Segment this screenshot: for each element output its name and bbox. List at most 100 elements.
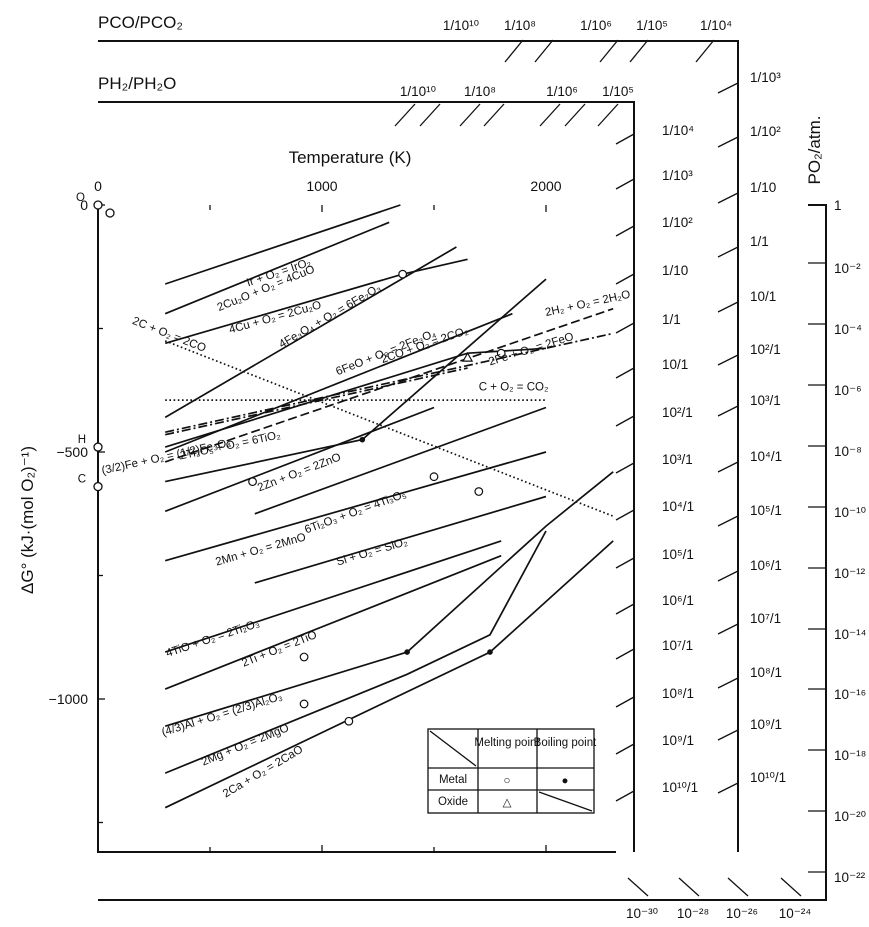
po2-bottom-tick-label: 10⁻³⁰ bbox=[626, 906, 659, 921]
h2-right-tick-label: 10⁹/1 bbox=[662, 733, 694, 748]
series-line-19 bbox=[164, 530, 547, 774]
series-line-0 bbox=[164, 204, 401, 285]
series-line-18 bbox=[164, 471, 614, 728]
series-label-8: C + O₂ = CO₂ bbox=[479, 381, 549, 393]
y-marker-o-dot bbox=[93, 200, 103, 210]
series-line-12 bbox=[164, 406, 435, 513]
marker-metal-boiling bbox=[404, 649, 410, 655]
marker-metal-melting bbox=[299, 652, 309, 662]
po2-right-tick-label: 10⁻¹⁸ bbox=[834, 748, 866, 763]
series-line-15 bbox=[254, 495, 547, 584]
series-layer bbox=[164, 204, 614, 809]
h2-right-tick-label: 10²/1 bbox=[662, 405, 693, 420]
h2-scale-frame bbox=[98, 101, 635, 852]
co-scale-label: PCO/PCO₂ bbox=[98, 13, 183, 32]
h2-right-tick-label: 10⁷/1 bbox=[662, 638, 693, 653]
h2-right-tick-label: 1/10³ bbox=[662, 168, 693, 183]
h2-top-tick-label: 1/10¹⁰ bbox=[400, 84, 437, 99]
po2-right-tick-label: 10⁻²² bbox=[834, 870, 866, 885]
legend-oxide-melting: △ bbox=[503, 797, 513, 809]
h2-right-tick-label: 1/10 bbox=[662, 263, 688, 278]
co-right-tick-label: 1/10³ bbox=[750, 70, 781, 85]
y-marker-c-dot bbox=[93, 481, 103, 492]
legend-row-metal: Metal bbox=[439, 774, 467, 786]
po2-right-tick-label: 10⁻⁸ bbox=[834, 444, 862, 459]
h2-right-tick-label: 10⁵/1 bbox=[662, 547, 694, 562]
co-scale-frame bbox=[98, 40, 739, 852]
origin-o-marker bbox=[105, 208, 115, 218]
marker-layer: O H C bbox=[76, 192, 506, 726]
co-right-tick-label: 1/10² bbox=[750, 124, 781, 139]
po2-bottom-tick-label: 10⁻²⁴ bbox=[779, 906, 812, 921]
co-right-tick-label: 10⁸/1 bbox=[750, 665, 782, 680]
marker-metal-melting bbox=[398, 269, 408, 279]
h2-top-tick-label: 1/10⁶ bbox=[546, 84, 578, 99]
legend: Melting point Boiling point Metal Oxide … bbox=[427, 728, 597, 814]
series-line-13 bbox=[254, 406, 547, 515]
h2-scale-label: PH₂/PH₂O bbox=[98, 74, 176, 93]
co-top-tick-label: 1/10¹⁰ bbox=[443, 18, 480, 33]
po2-scale-frame bbox=[98, 204, 827, 901]
marker-metal-melting bbox=[248, 477, 257, 487]
marker-metal-melting bbox=[429, 472, 439, 482]
co-top-tick-label: 1/10⁵ bbox=[636, 18, 668, 33]
h2-right-tick-label: 1/1 bbox=[662, 312, 681, 327]
y-marker-o: O bbox=[76, 192, 85, 204]
legend-box bbox=[427, 728, 595, 814]
marker-metal-melting bbox=[496, 348, 506, 358]
co-top-tick-label: 1/10⁶ bbox=[580, 18, 612, 33]
h2-right-tick-label: 10⁸/1 bbox=[662, 686, 694, 701]
series-label-15: Si + O₂ = SiO₂ bbox=[335, 536, 409, 568]
co-right-tick-label: 10⁵/1 bbox=[750, 503, 782, 518]
y-tick-label: 0 bbox=[80, 197, 88, 213]
marker-oxide-melting bbox=[462, 351, 474, 362]
po2-right-tick-label: 1 bbox=[834, 198, 842, 213]
marker-metal-melting bbox=[344, 716, 354, 726]
co-right-tick-label: 10⁶/1 bbox=[750, 558, 782, 573]
series-line-16 bbox=[164, 540, 502, 653]
h2-right-tick-label: 10⁶/1 bbox=[662, 593, 694, 608]
y-axis-title: ΔG° (kJ·(mol O₂)⁻¹) bbox=[18, 446, 37, 594]
po2-right-tick-label: 10⁻² bbox=[834, 261, 861, 276]
scale-ticks: 1/10¹⁰ 1/10⁸ 1/10⁶ 1/10⁵ 1/10⁴ 1/10³ 1/10² 1/10… bbox=[394, 18, 867, 921]
series-label-14: 2Mn + O₂ = 2MnO bbox=[214, 531, 307, 568]
y-marker-c: C bbox=[78, 474, 86, 486]
po2-bottom-tick-label: 10⁻²⁸ bbox=[677, 906, 709, 921]
co-top-tick-label: 1/10⁸ bbox=[504, 18, 536, 33]
legend-metal-boiling: ● bbox=[562, 775, 569, 787]
po2-right-tick-label: 10⁻¹⁰ bbox=[834, 505, 867, 520]
series-line-17 bbox=[164, 554, 502, 690]
co-right-tick-label: 10³/1 bbox=[750, 393, 781, 408]
co-right-tick-label: 10⁷/1 bbox=[750, 611, 781, 626]
x-axis-title: Temperature (K) bbox=[289, 148, 412, 167]
marker-metal-boiling bbox=[487, 649, 493, 655]
co-right-tick-label: 10⁴/1 bbox=[750, 449, 782, 464]
legend-metal-melting: ○ bbox=[504, 775, 511, 787]
marker-metal-melting bbox=[474, 487, 484, 496]
series-line-6 bbox=[165, 332, 614, 434]
y-marker-h-dot bbox=[93, 442, 103, 452]
co-right-tick-label: 10/1 bbox=[750, 289, 776, 304]
y-tick-label: −500 bbox=[56, 444, 88, 460]
series-label-16: 4TiO + O₂ = 2Ti₂O₃ bbox=[165, 618, 262, 660]
h2-right-tick-label: 10³/1 bbox=[662, 452, 693, 467]
po2-bottom-tick-label: 10⁻²⁶ bbox=[726, 906, 758, 921]
h2-right-tick-label: 10¹⁰/1 bbox=[662, 780, 698, 795]
h2-top-tick-label: 1/10⁸ bbox=[464, 84, 496, 99]
h2-top-tick-label: 1/10⁵ bbox=[602, 84, 634, 99]
series-label-17: 2Ti + O₂ = 2TiO bbox=[240, 629, 319, 670]
axis-ticks: 0 1000 2000 0 −500 −1000 bbox=[49, 178, 562, 852]
co-right-tick-label: 1/1 bbox=[750, 234, 769, 249]
x-tick-label: 1000 bbox=[306, 178, 337, 194]
x-tick-label: 2000 bbox=[530, 178, 561, 194]
po2-right-tick-label: 10⁻⁴ bbox=[834, 322, 862, 337]
series-line-10 bbox=[165, 367, 468, 436]
series-label-12: 2Zn + O₂ = 2ZnO bbox=[256, 451, 343, 494]
x-tick-label: 0 bbox=[94, 178, 102, 194]
co-right-tick-label: 1/10 bbox=[750, 180, 776, 195]
h2-right-tick-label: 10/1 bbox=[662, 357, 688, 372]
co-top-tick-label: 1/10⁴ bbox=[700, 18, 732, 33]
po2-scale-label: PO₂/atm. bbox=[805, 116, 824, 185]
